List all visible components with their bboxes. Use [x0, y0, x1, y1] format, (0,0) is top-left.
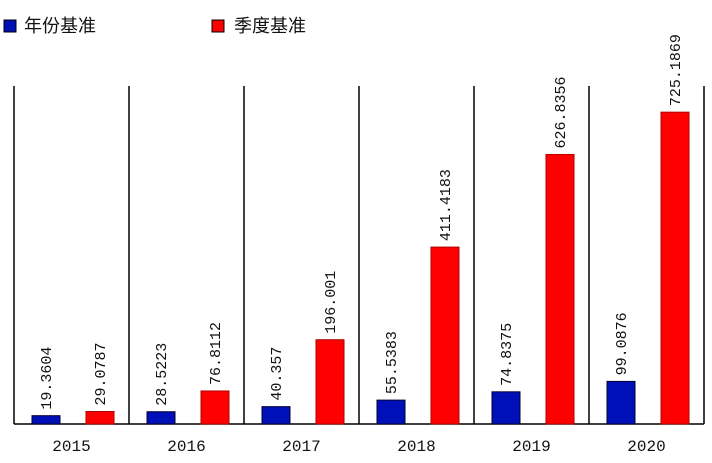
data-label-quarter-baseline-2015: 29.0787 — [93, 342, 110, 405]
bar-year-baseline-2016 — [146, 411, 176, 425]
bar-year-baseline-2017 — [261, 406, 291, 425]
data-label-quarter-baseline-2020: 725.1869 — [668, 34, 685, 106]
data-label-quarter-baseline-2019: 626.8356 — [553, 76, 570, 148]
data-label-year-baseline-2018: 55.5383 — [384, 331, 401, 394]
legend-swatch-quarter-baseline — [211, 19, 225, 33]
bar-year-baseline-2018 — [376, 399, 406, 425]
legend-swatch-year-baseline — [3, 19, 17, 33]
data-label-year-baseline-2020: 99.0876 — [614, 312, 631, 375]
bar-quarter-baseline-2015 — [85, 410, 115, 425]
plot-area: 19.3604 29.0787 2015 28.5223 76.8112 2016 40.3… — [13, 34, 705, 456]
data-label-year-baseline-2017: 40.357 — [269, 347, 286, 401]
bar-quarter-baseline-2019 — [545, 153, 575, 425]
bar-year-baseline-2019 — [491, 391, 521, 425]
data-label-year-baseline-2019: 74.8375 — [499, 323, 516, 386]
bar-quarter-baseline-2017 — [315, 339, 345, 425]
bar-quarter-baseline-2016 — [200, 390, 230, 425]
x-tick-label-2020: 2020 — [627, 438, 665, 456]
x-tick-label-2019: 2019 — [512, 438, 550, 456]
data-label-quarter-baseline-2016: 76.8112 — [208, 322, 225, 385]
data-label-quarter-baseline-2017: 196.001 — [323, 271, 340, 334]
legend-label-year-baseline: 年份基准 — [24, 16, 96, 37]
data-label-quarter-baseline-2018: 411.4183 — [438, 169, 455, 241]
bar-year-baseline-2015 — [31, 415, 61, 425]
data-label-year-baseline-2015: 19.3604 — [39, 347, 56, 410]
legend: 年份基准 季度基准 — [3, 16, 306, 37]
legend-label-quarter-baseline: 季度基准 — [234, 16, 306, 37]
x-tick-label-2017: 2017 — [282, 438, 320, 456]
x-tick-label-2015: 2015 — [52, 438, 90, 456]
bar-quarter-baseline-2020 — [660, 111, 690, 425]
data-label-year-baseline-2016: 28.5223 — [154, 343, 171, 406]
x-tick-label-2016: 2016 — [167, 438, 205, 456]
x-tick-label-2018: 2018 — [397, 438, 435, 456]
bar-quarter-baseline-2018 — [430, 246, 460, 425]
bar-year-baseline-2020 — [606, 380, 636, 425]
